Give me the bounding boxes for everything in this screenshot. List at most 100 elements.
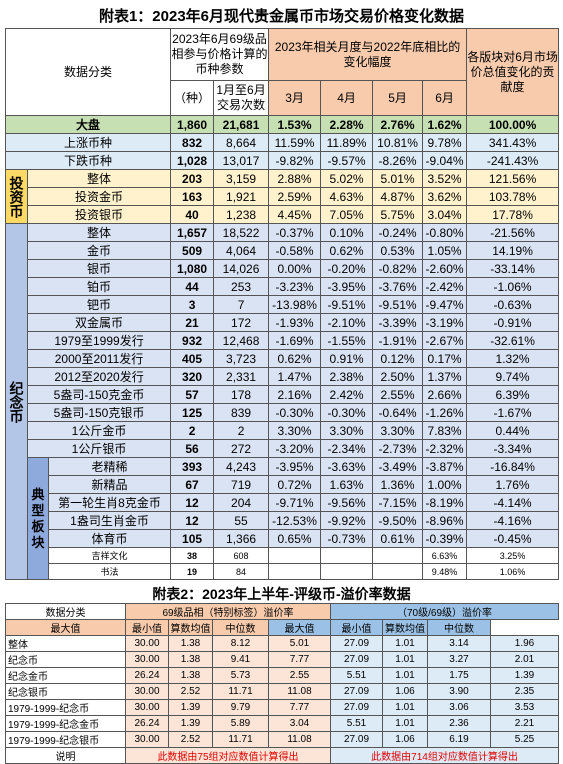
value-cell: 4.45% <box>268 205 322 224</box>
header-cell: 2023年6月69级品相参与价格计算的币种参数 <box>170 28 270 81</box>
table-row: 1979-1999-纪念银币 30.00 2.52 11.71 11.08 27.09 1.… <box>5 731 560 748</box>
value-cell: -1.55% <box>320 331 374 350</box>
row-label: 1979-1999-纪念币 <box>5 699 126 716</box>
row-label: 钯币 <box>26 295 172 314</box>
value-cell: 1.01 <box>382 699 428 716</box>
value-cell: -3.76% <box>372 277 424 296</box>
value-cell: -0.80% <box>422 223 468 242</box>
value-cell: 0.62% <box>268 349 322 368</box>
value-cell: -21.56% <box>466 223 560 242</box>
value-cell: 11.89% <box>320 133 374 152</box>
value-cell: 27.09 <box>330 651 383 668</box>
table-row: 典型板块 老精稀 393 4,243 -3.95% -3.63% -3.49% -3.87% -… <box>6 457 560 580</box>
value-cell: -3.34% <box>466 439 560 458</box>
value-cell: 2.55 <box>268 667 331 684</box>
value-cell: 2.50% <box>372 367 424 386</box>
value-cell: -9.51% <box>320 295 374 314</box>
value-cell: 0.17% <box>422 349 468 368</box>
row-label: 5盎司-150克银币 <box>26 403 172 422</box>
table-row: 2012至2020发行 320 2,331 1.47% 2.38% 2.50% 1.37% 9… <box>6 367 560 386</box>
table-row: 纪念币 整体 1,657 18,522 -0.37% 0.10% -0.24% -0.80% -… <box>5 223 560 580</box>
table-row: 1公斤银币 56 272 -3.20% -2.34% -2.73% -2.32% -3.34% <box>6 439 560 458</box>
row-label: 整体 <box>26 169 172 188</box>
table-row: 书法 19 84 9.48% 1.06% <box>6 563 560 580</box>
value-cell: 103.78% <box>466 187 560 206</box>
value-cell: -8.96% <box>422 511 468 530</box>
value-cell: 121.56% <box>466 169 560 188</box>
value-cell: 2 <box>213 421 270 440</box>
value-cell: 1.05% <box>422 241 468 260</box>
value-cell: 4,243 <box>213 457 270 476</box>
value-cell: 5.25 <box>489 731 560 748</box>
value-cell: 2.28% <box>320 115 374 134</box>
value-cell: 2,331 <box>213 367 270 386</box>
price-change-table: 数据分类 2023年6月69级品相参与价格计算的币种参数 2023年相关月度与2… <box>4 28 560 580</box>
value-cell: 0.44% <box>466 421 560 440</box>
value-cell: 178 <box>213 385 270 404</box>
value-cell: -9.50% <box>372 511 424 530</box>
value-cell: 44 <box>170 277 215 296</box>
value-cell: 163 <box>170 187 215 206</box>
value-cell: -2.60% <box>422 259 468 278</box>
header-cell: 中位数 <box>427 619 491 636</box>
value-cell: 12 <box>170 493 215 512</box>
value-cell: 204 <box>213 493 270 512</box>
row-label: 体育币 <box>47 529 172 548</box>
table-row: 5盎司-150克金币 57 178 2.16% 2.42% 2.55% 2.66% 6.39% <box>6 385 560 404</box>
value-cell: 2.38% <box>320 367 374 386</box>
value-cell: 5.51 <box>330 715 383 732</box>
table-row: 1979-1999-纪念币 30.00 1.39 9.79 7.77 27.09 1.01 3… <box>5 699 560 716</box>
value-cell: 1.06% <box>466 563 560 580</box>
note-row: 说明 此数据由75组对应数值计算得出 此数据由714组对应数值计算得出 <box>5 747 560 764</box>
table-row: 金币 509 4,064 -0.58% 0.62% 0.53% 1.05% 14.19% <box>6 241 560 260</box>
row-label: 2000至2011发行 <box>26 349 172 368</box>
table-row: 大盘 1,860 21,681 1.53% 2.28% 2.76% 1.62% 100.00% <box>4 115 560 134</box>
header-cell: 最大值 <box>268 619 331 636</box>
value-cell: 393 <box>170 457 215 476</box>
value-cell: 1,860 <box>170 115 215 134</box>
value-cell: 1.38 <box>168 651 213 668</box>
table-row: 第一轮生肖8克金币 12 204 -9.71% -9.56% -7.15% -8.19% -4… <box>6 493 560 512</box>
value-cell: 30.00 <box>125 635 169 652</box>
group-label: 纪念币 <box>5 223 28 580</box>
value-cell: 341.43% <box>466 133 560 152</box>
value-cell: 1.01 <box>382 667 428 684</box>
value-cell <box>268 563 322 580</box>
value-cell: 2.01 <box>489 651 560 668</box>
value-cell: 30.00 <box>125 651 169 668</box>
table-row: 1979-1999-纪念金币 26.24 1.39 5.89 3.04 5.51 1.01 2… <box>5 715 560 732</box>
value-cell: 2.76% <box>372 115 424 134</box>
value-cell: -2.73% <box>372 439 424 458</box>
row-label: 1公斤银币 <box>26 439 172 458</box>
row-label: 新精品 <box>47 475 172 494</box>
value-cell: 0.91% <box>320 349 374 368</box>
row-label: 双金属币 <box>26 313 172 332</box>
value-cell: 509 <box>170 241 215 260</box>
row-label: 大盘 <box>4 115 172 134</box>
value-cell: -8.26% <box>372 151 424 170</box>
value-cell: 1.06 <box>382 731 428 748</box>
value-cell <box>320 547 374 564</box>
value-cell: 1,238 <box>213 205 270 224</box>
value-cell: 0.61% <box>372 529 424 548</box>
value-cell: -4.16% <box>466 511 560 530</box>
value-cell: 27.09 <box>330 635 383 652</box>
value-cell: 405 <box>170 349 215 368</box>
table-row: 下跌币种 1,028 13,017 -9.82% -9.57% -8.26% -9.04% -… <box>4 151 560 170</box>
value-cell: -16.84% <box>466 457 560 476</box>
header-cell: 中位数 <box>212 619 269 636</box>
value-cell: 5.75% <box>372 205 424 224</box>
value-cell: 7.77 <box>268 651 331 668</box>
value-cell: 10.81% <box>372 133 424 152</box>
value-cell: 2 <box>170 421 215 440</box>
row-label: 上涨币种 <box>4 133 172 152</box>
header-cell: 数据分类 <box>4 28 172 116</box>
row-label: 1公斤金币 <box>26 421 172 440</box>
value-cell: 1.38 <box>168 667 213 684</box>
value-cell: -3.39% <box>372 313 424 332</box>
value-cell: 2.55% <box>372 385 424 404</box>
header-cell: 最小值 <box>330 619 383 636</box>
value-cell: 320 <box>170 367 215 386</box>
value-cell: 2.35 <box>489 683 560 700</box>
value-cell: -32.61% <box>466 331 560 350</box>
